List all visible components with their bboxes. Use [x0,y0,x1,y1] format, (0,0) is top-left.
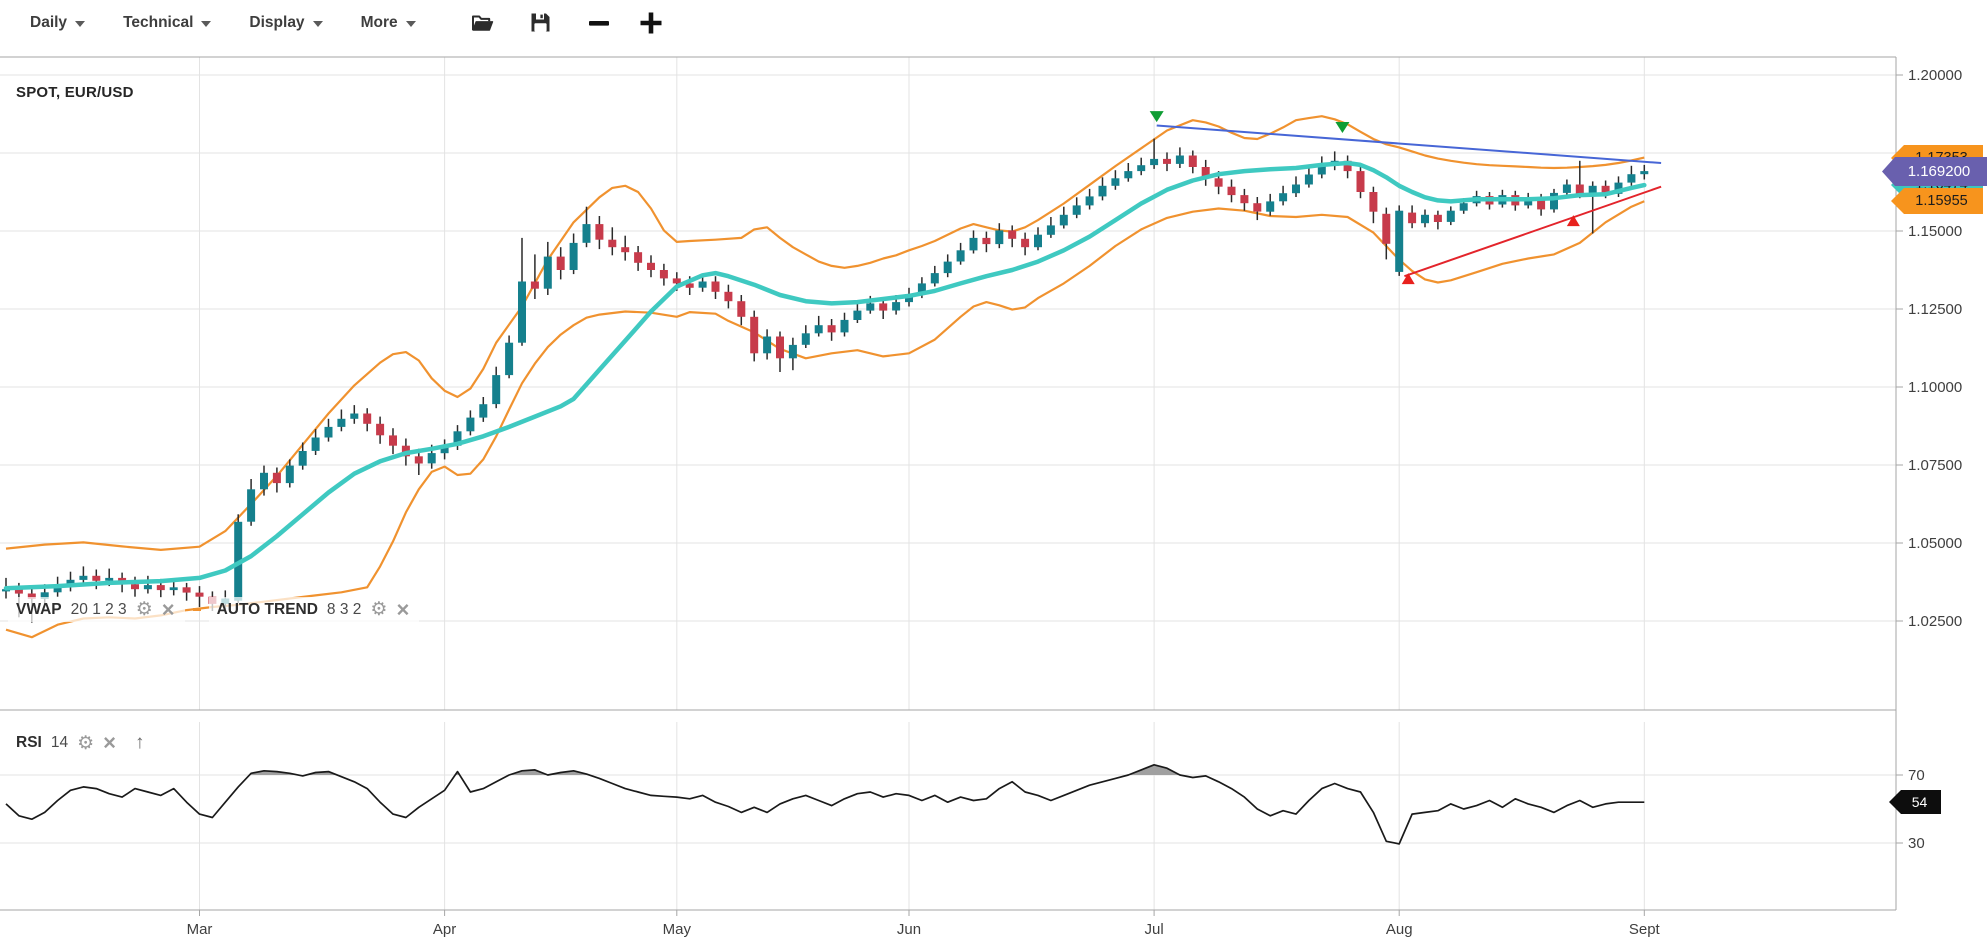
auto-trend-markers [1149,111,1580,285]
rsi-settings-button[interactable]: ⚙ [77,732,95,754]
auto-trend-settings-button[interactable]: ⚙ [370,599,388,620]
chevron-down-icon [312,20,323,27]
svg-text:Jun: Jun [897,921,921,938]
open-layout-button[interactable] [468,8,498,38]
svg-text:70: 70 [1908,767,1925,784]
sell-marker-icon [1335,122,1350,134]
svg-text:May: May [663,921,692,938]
save-icon [531,13,550,32]
chevron-down-icon [201,20,212,27]
trend-line-support[interactable] [1404,185,1662,278]
trend-line-resistance[interactable] [1156,124,1662,164]
svg-text:Sept: Sept [1629,921,1661,938]
display-dropdown-label: Display [249,13,305,31]
svg-text:1.05000: 1.05000 [1908,535,1962,552]
bollinger-upper-line [5,115,1645,552]
zoom-in-button[interactable] [636,8,666,38]
buy-marker-icon [1401,273,1415,285]
auto-trend-indicator-params: 8 3 2 [326,600,362,618]
svg-text:Aug: Aug [1386,921,1413,938]
rsi-indicator: RSI 14 ⚙ × ↑ [8,729,155,757]
svg-text:1.20000: 1.20000 [1908,67,1962,84]
svg-text:1.10000: 1.10000 [1908,379,1962,396]
svg-text:1.12500: 1.12500 [1908,301,1962,318]
symbol-label: SPOT, EUR/USD [16,84,134,101]
rsi-overbought-fill [6,764,1645,775]
indicator-strip-main: VWAP 20 1 2 3 ⚙ × AUTO TREND 8 3 2 ⚙ × [8,596,420,622]
gridlines [0,57,1896,910]
timeframe-dropdown-label: Daily [30,13,68,31]
vwap-settings-button[interactable]: ⚙ [135,599,153,620]
axis-labels: 1.20000 1.15000 1.12500 1.10000 1.07500 1.050… [187,67,1963,938]
rsi-value-badge: 54 [1889,790,1941,814]
chevron-down-icon [405,20,416,27]
rsi-remove-button[interactable]: × [103,730,116,756]
svg-text:1.02500: 1.02500 [1908,613,1962,630]
rsi-line [5,763,1645,845]
lower-band-price-badge: 1.15955 [1891,188,1983,214]
rsi-move-up-button[interactable]: ↑ [135,732,145,753]
sell-marker-icon [1149,111,1164,123]
svg-text:30: 30 [1908,835,1925,852]
more-dropdown-label: More [360,13,398,31]
bollinger-bands [5,115,1645,639]
vwap-indicator-label: VWAP [16,600,62,618]
zoom-out-button[interactable] [584,8,614,38]
toolbar: Daily Technical Display More [0,0,1987,45]
last-price-badge: 1.169200 [1882,157,1987,186]
svg-text:1.07500: 1.07500 [1908,457,1962,474]
auto-trend-indicator-label: AUTO TREND [216,600,318,618]
vwap-indicator: VWAP 20 1 2 3 ⚙ × [8,597,185,622]
save-layout-button[interactable] [526,8,556,38]
more-dropdown[interactable]: More [361,14,416,32]
chevron-down-icon [75,20,86,27]
auto-trend-remove-button[interactable]: × [396,596,410,622]
technical-dropdown-label: Technical [123,13,194,31]
band-line-fragment [192,608,201,611]
plus-icon [640,12,662,33]
display-dropdown[interactable]: Display [249,13,323,32]
rsi-indicator-label: RSI [16,734,42,751]
rsi-indicator-params: 14 [50,734,69,751]
buy-marker-icon [1566,215,1580,227]
vwap-indicator-params: 20 1 2 3 [70,600,127,618]
indicator-strip-rsi: RSI 14 ⚙ × ↑ [8,729,155,757]
technical-dropdown[interactable]: Technical [123,13,212,32]
svg-text:Mar: Mar [187,921,213,938]
svg-text:Apr: Apr [433,921,456,938]
folder-open-icon [471,15,493,31]
vwap-line [3,160,1647,591]
minus-icon [588,20,609,26]
timeframe-dropdown[interactable]: Daily [30,13,86,32]
svg-text:1.15000: 1.15000 [1908,223,1962,240]
vwap-remove-button[interactable]: × [161,596,175,622]
auto-trend-indicator: AUTO TREND 8 3 2 ⚙ × [208,596,420,622]
svg-text:Jul: Jul [1145,921,1164,938]
candlestick-series [2,138,1649,623]
